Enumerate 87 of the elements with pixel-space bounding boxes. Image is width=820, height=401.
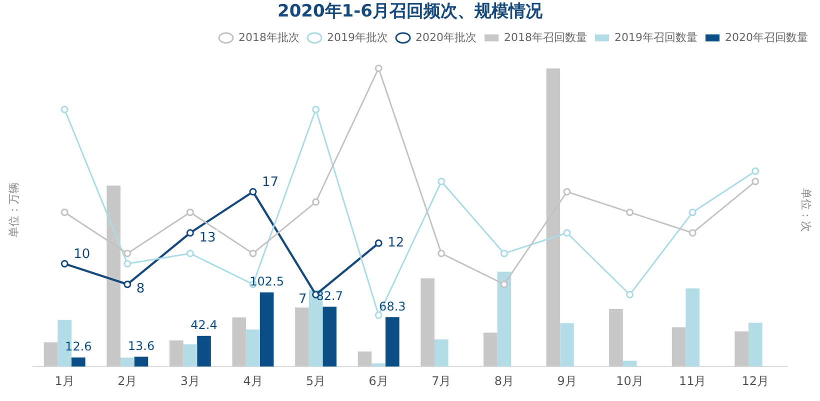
point	[626, 208, 634, 216]
bar	[120, 358, 134, 367]
x-tick-label: 9月	[557, 374, 577, 388]
bar	[748, 322, 762, 367]
legend-label: 2020年批次	[416, 30, 477, 44]
bar	[197, 336, 211, 367]
point	[438, 178, 446, 186]
legend-label: 2019年批次	[327, 30, 388, 44]
data-label: 102.5	[250, 274, 284, 289]
bar	[609, 308, 623, 367]
point	[500, 280, 508, 288]
point	[500, 250, 508, 258]
x-tick-label: 8月	[494, 374, 514, 388]
point	[124, 260, 132, 268]
bar	[672, 327, 686, 367]
point	[186, 229, 194, 237]
legend-label: 2019年召回数量	[614, 30, 698, 44]
bar	[372, 363, 386, 367]
bar	[420, 278, 434, 367]
bar	[386, 317, 400, 367]
data-label: 10	[74, 247, 90, 262]
bar	[169, 340, 184, 367]
point	[249, 250, 257, 258]
point	[563, 188, 571, 196]
point	[752, 167, 760, 175]
bar	[295, 307, 309, 367]
point	[563, 229, 571, 237]
bar	[483, 332, 498, 367]
y-axis-title: 单位：万辆	[7, 182, 20, 238]
bar	[44, 342, 58, 367]
point	[249, 188, 257, 196]
x-tick-label: 2月	[118, 374, 138, 388]
data-label: 12.6	[65, 340, 92, 354]
x-tick-label: 7月	[432, 374, 452, 388]
x-tick-label: 3月	[180, 374, 200, 388]
point	[626, 290, 634, 298]
data-label: 13	[199, 230, 216, 246]
point	[186, 250, 194, 258]
bar	[232, 317, 246, 367]
point	[60, 260, 68, 268]
point	[60, 208, 68, 216]
bar	[134, 356, 148, 367]
bar	[183, 344, 198, 367]
bar	[72, 357, 86, 367]
data-label: 12	[388, 236, 404, 251]
bar	[260, 292, 274, 367]
x-tick-label: 5月	[306, 374, 326, 388]
point	[60, 106, 68, 114]
bar	[734, 331, 748, 367]
point	[186, 208, 194, 216]
legend-label: 2018年批次	[238, 30, 300, 44]
x-tick-label: 1月	[54, 374, 74, 388]
y2-axis-title: 单位：次	[800, 188, 813, 232]
point	[312, 106, 320, 114]
point	[688, 208, 696, 216]
bar	[560, 323, 574, 367]
point	[374, 64, 382, 72]
data-label: 42.4	[190, 318, 218, 332]
point	[688, 229, 696, 237]
x-tick-label: 6月	[368, 374, 388, 388]
point	[312, 198, 320, 206]
x-tick-label: 11月	[678, 374, 706, 388]
data-label: 8	[136, 282, 145, 297]
x-tick-label: 10月	[616, 374, 644, 388]
x-tick-label: 4月	[243, 374, 263, 388]
point	[752, 178, 760, 186]
data-label: 82.7	[316, 288, 343, 303]
chart-title: 2020年1-6月召回频次、规模情况	[277, 2, 544, 22]
point	[438, 250, 446, 258]
x-tick-label: 12月	[742, 374, 770, 388]
data-label: 68.3	[379, 299, 406, 314]
data-label: 13.6	[128, 338, 155, 353]
bar	[686, 288, 700, 367]
legend-label: 2020年召回数量	[725, 30, 808, 44]
bar	[358, 352, 372, 367]
data-label: 17	[262, 175, 279, 190]
point	[124, 280, 132, 288]
point	[374, 311, 382, 319]
bar	[246, 329, 260, 367]
bar	[497, 272, 512, 367]
data-label: 7	[298, 292, 307, 307]
bar	[322, 306, 337, 367]
legend-label: 2018年召回数量	[504, 30, 588, 44]
point	[374, 239, 382, 247]
point	[124, 250, 132, 258]
bar	[434, 339, 448, 367]
bar	[622, 360, 637, 367]
